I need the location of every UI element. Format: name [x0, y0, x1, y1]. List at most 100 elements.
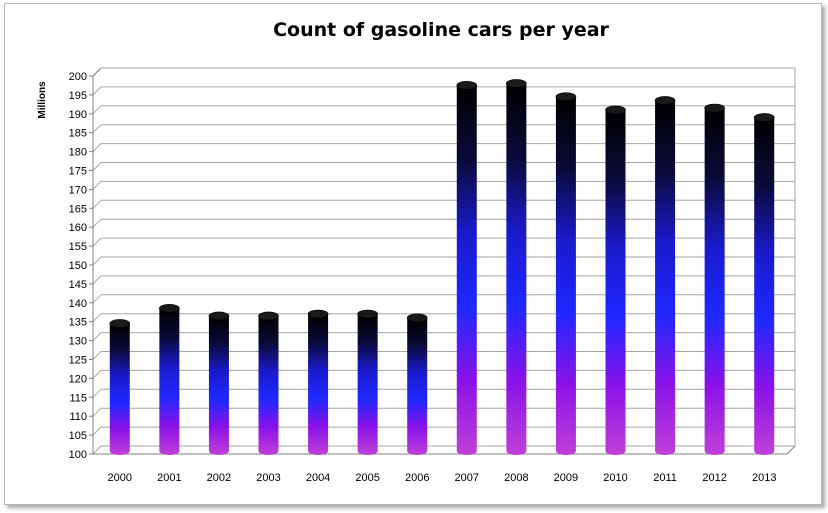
- gridline-diag: [92, 407, 102, 417]
- x-tick-label: 2008: [504, 472, 528, 484]
- y-tick-label: 195: [69, 90, 87, 102]
- y-tick-label: 175: [69, 166, 87, 178]
- y-tick-label: 155: [69, 241, 87, 253]
- gridline-diag: [92, 105, 102, 115]
- gridline-diag: [92, 294, 102, 304]
- gridline-diag: [92, 332, 102, 341]
- bar-body: [605, 109, 626, 455]
- bar-2010: [605, 105, 626, 455]
- bar-body: [258, 315, 279, 455]
- bar-2005: [357, 309, 378, 455]
- bar-body: [655, 100, 676, 456]
- gridline-diag: [92, 162, 102, 171]
- floor-edge: [786, 445, 796, 455]
- gridline-diag: [92, 181, 102, 190]
- x-tick-labels: 2000 2001 2002 2003 2004 2005 2006 2007 2008 2009…: [108, 472, 777, 484]
- bar-cap: [109, 319, 131, 328]
- x-tick-label: 2012: [702, 472, 726, 484]
- bar-body: [407, 317, 428, 455]
- gridline-diag: [92, 351, 102, 360]
- bar-cap: [704, 103, 725, 113]
- chart-title: Count of gasoline cars per year: [273, 19, 609, 41]
- x-tick-label: 2003: [256, 472, 280, 484]
- bar-2006: [406, 313, 428, 455]
- bar-body: [159, 308, 180, 455]
- bar-2009: [555, 92, 577, 456]
- bar-cap: [654, 96, 676, 105]
- gridline-diag: [92, 237, 102, 247]
- bar-cap: [159, 304, 180, 313]
- bar-cap: [258, 311, 279, 321]
- bar-body: [754, 117, 775, 455]
- x-tick-label: 2007: [455, 472, 479, 484]
- gridline-diag: [92, 275, 102, 285]
- y-tick-label: 110: [69, 411, 87, 423]
- gridline-diag: [92, 426, 102, 436]
- bar-cap: [406, 313, 428, 323]
- gridline-diag: [92, 388, 102, 398]
- y-tick-label: 140: [69, 298, 87, 310]
- bar-2002: [208, 311, 230, 455]
- x-tick-label: 2010: [603, 472, 627, 484]
- y-tick-label: 170: [69, 184, 87, 196]
- bar-2003: [258, 311, 279, 455]
- x-tick-label: 2005: [355, 472, 379, 484]
- y-tick-label: 165: [69, 203, 87, 215]
- bar-body: [555, 96, 576, 456]
- gridline-diag: [92, 445, 102, 455]
- gridline-diag: [92, 124, 102, 134]
- bars: [109, 79, 775, 456]
- gridline-diag: [92, 370, 102, 379]
- bar-cap: [456, 81, 478, 90]
- y-tick-label: 150: [69, 260, 87, 272]
- y-tick-label: 145: [69, 279, 87, 291]
- bar-body: [208, 315, 229, 455]
- chart-svg: Count of gasoline cars per year Millions…: [37, 19, 796, 484]
- x-tick-label: 2000: [108, 472, 132, 484]
- y-tick-label: 130: [69, 336, 87, 348]
- y-tick-label: 190: [69, 109, 87, 121]
- y-tick-label: 200: [69, 71, 87, 83]
- axes: [89, 67, 796, 455]
- y-tick-label: 105: [69, 430, 87, 442]
- gridline-diag: [92, 199, 102, 209]
- x-tick-label: 2004: [306, 472, 330, 484]
- gridline-diag: [92, 86, 102, 96]
- y-tick-labels: 100 105 110 115 120 125 130 135 140 145 150 155 160 1…: [69, 71, 87, 461]
- y-tick-label: 185: [69, 128, 87, 140]
- bar-2000: [109, 319, 131, 455]
- y-axis-top: [92, 67, 102, 77]
- bar-cap: [506, 79, 527, 88]
- bar-cap: [605, 105, 626, 115]
- y-tick-label: 135: [69, 317, 87, 329]
- x-tick-label: 2006: [405, 472, 429, 484]
- bar-body: [506, 83, 527, 455]
- bar-cap: [753, 113, 775, 122]
- y-tick-label: 120: [69, 373, 87, 385]
- bar-body: [704, 108, 725, 456]
- bar-cap: [357, 309, 378, 319]
- bar-2004: [307, 309, 329, 455]
- gridline-diag: [92, 256, 102, 266]
- y-tick-label: 115: [69, 392, 87, 404]
- y-tick-label: 180: [69, 147, 87, 159]
- gridline-diag: [92, 313, 102, 323]
- bar-body: [357, 314, 378, 455]
- gridline-diag: [92, 143, 102, 152]
- y-tick-label: 160: [69, 222, 87, 234]
- gridline-diag: [92, 218, 102, 228]
- bar-2012: [704, 103, 725, 456]
- chart-frame: Count of gasoline cars per year Millions…: [4, 3, 822, 505]
- bar-body: [456, 85, 477, 455]
- y-tick-label: 125: [69, 355, 87, 367]
- bar-cap: [555, 92, 577, 101]
- bar-2008: [506, 79, 527, 455]
- gridlines: [92, 67, 796, 455]
- x-tick-label: 2009: [554, 472, 578, 484]
- bar-cap: [307, 309, 329, 319]
- bar-body: [308, 314, 329, 455]
- y-axis-label: Millions: [37, 81, 48, 119]
- y-tick-label: 100: [69, 449, 87, 461]
- bar-body: [109, 323, 130, 455]
- bar-cap: [208, 311, 230, 321]
